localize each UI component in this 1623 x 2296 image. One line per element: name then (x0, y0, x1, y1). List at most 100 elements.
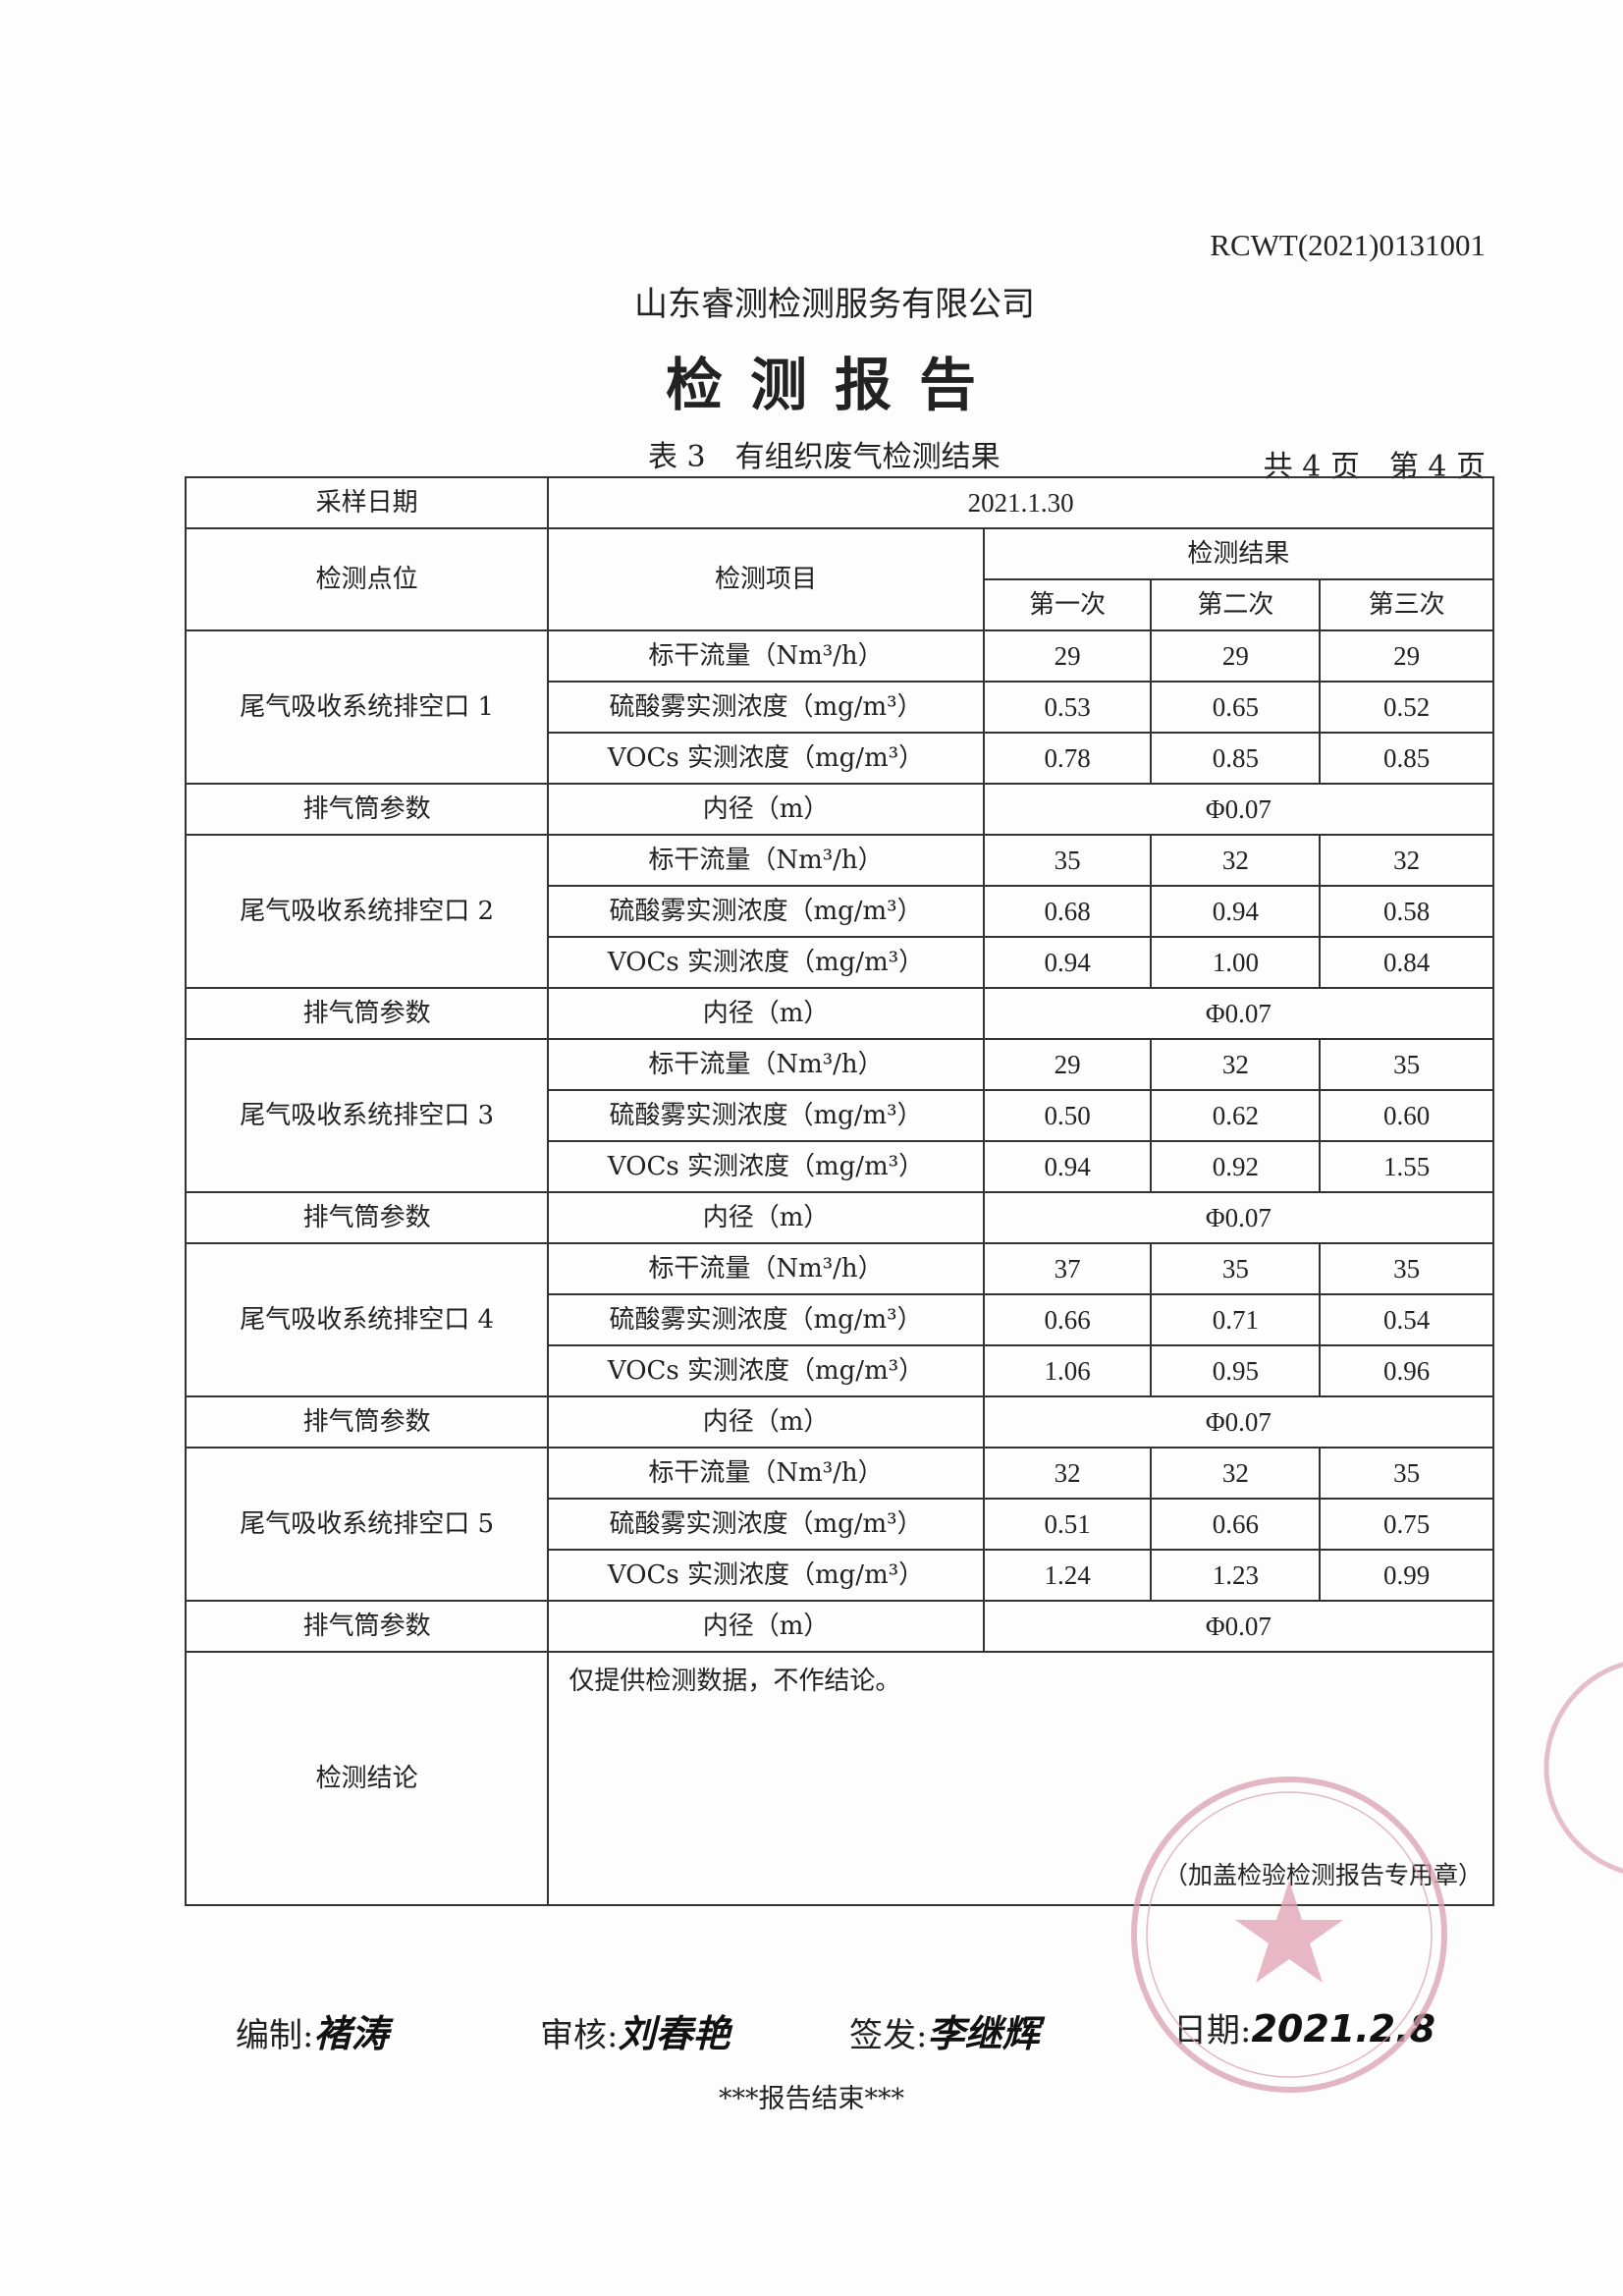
run-2-value: 0.71 (1150, 1293, 1322, 1346)
point-name: 尾气吸收系统排空口 1 (184, 629, 550, 785)
table-row: 硫酸雾实测浓度（mg/m³） 0.68 0.94 0.58 (186, 885, 1494, 938)
point-name: 尾气吸收系统排空口 3 (184, 1038, 550, 1193)
diameter-value: Φ0.07 (982, 987, 1495, 1040)
run-3-header: 第三次 (1319, 578, 1494, 631)
run-2-value: 29 (1150, 629, 1322, 683)
conclusion-label: 检测结论 (184, 1651, 550, 1906)
run-3-value: 35 (1319, 1447, 1494, 1500)
run-1-value: 0.53 (982, 681, 1153, 734)
issue-label: 签发: (849, 2016, 928, 2055)
run-3-value: 35 (1319, 1038, 1494, 1091)
issue-date: 日期:2021.2.8 (1173, 2003, 1435, 2051)
run-2-value: 35 (1150, 1242, 1322, 1295)
table-row: VOCs 实测浓度（mg/m³） 1.06 0.95 0.96 (186, 1344, 1494, 1397)
diameter-value: Φ0.07 (982, 1395, 1495, 1449)
run-2-value: 0.65 (1150, 681, 1322, 734)
item-name: 标干流量（Nm³/h） (547, 629, 985, 683)
run-2-value: 1.23 (1150, 1549, 1322, 1602)
run-1-value: 29 (982, 629, 1153, 683)
param-item: 内径（m） (547, 1191, 985, 1244)
table-row: 尾气吸收系统排空口 1 标干流量（Nm³/h） 29 29 29 (184, 629, 1494, 785)
item-name: 硫酸雾实测浓度（mg/m³） (547, 1293, 985, 1346)
run-3-value: 0.85 (1319, 732, 1494, 785)
param-item: 内径（m） (547, 1395, 985, 1449)
point-name: 尾气吸收系统排空口 2 (184, 834, 550, 989)
item-name: VOCs 实测浓度（mg/m³） (547, 936, 985, 989)
run-2-header: 第二次 (1150, 578, 1322, 631)
conclusion-cell: 仅提供检测数据，不作结论。 （加盖检验检测报告专用章） (547, 1651, 1494, 1906)
param-label: 排气筒参数 (184, 987, 550, 1040)
run-3-value: 0.99 (1319, 1549, 1494, 1602)
table-row: 硫酸雾实测浓度（mg/m³） 0.51 0.66 0.75 (186, 1498, 1494, 1551)
diameter-value: Φ0.07 (982, 1600, 1495, 1653)
item-name: VOCs 实测浓度（mg/m³） (547, 732, 985, 785)
table-row: 尾气吸收系统排空口 4 标干流量（Nm³/h） 37 35 35 (184, 1242, 1494, 1397)
stamp-note: （加盖检验检测报告专用章） (1163, 1861, 1483, 1889)
table-row: 硫酸雾实测浓度（mg/m³） 0.66 0.71 0.54 (186, 1293, 1494, 1346)
table-row: 硫酸雾实测浓度（mg/m³） 0.53 0.65 0.52 (186, 681, 1494, 734)
param-label: 排气筒参数 (184, 1600, 550, 1653)
compiled-signature: 褚涛 (313, 2012, 389, 2055)
run-2-value: 32 (1150, 1447, 1322, 1500)
run-1-value: 0.68 (982, 885, 1153, 938)
review-label: 审核: (540, 2016, 619, 2055)
table-row: VOCs 实测浓度（mg/m³） 0.78 0.85 0.85 (186, 732, 1494, 785)
item-name: 硫酸雾实测浓度（mg/m³） (547, 1498, 985, 1551)
stack-param-row: 排气筒参数 内径（m） Φ0.07 (184, 1395, 1495, 1449)
page-title: 检测报告 (665, 352, 1003, 418)
item-name: VOCs 实测浓度（mg/m³） (547, 1549, 985, 1602)
sampling-date-label: 采样日期 (184, 476, 550, 529)
param-item: 内径（m） (547, 783, 985, 836)
results-table: 采样日期 2021.1.30 检测点位 检测项目 检测结果 第一次 第二次 第三… (184, 476, 1495, 1906)
stack-param-row: 排气筒参数 内径（m） Φ0.07 (184, 1600, 1495, 1653)
param-label: 排气筒参数 (184, 783, 550, 836)
report-end: ***报告结束*** (719, 2084, 904, 2114)
review-signature: 刘春艳 (618, 2012, 730, 2055)
point-name: 尾气吸收系统排空口 5 (184, 1447, 550, 1602)
compiled-label: 编制: (236, 2016, 314, 2055)
run-1-value: 1.06 (982, 1344, 1153, 1397)
item-name: 标干流量（Nm³/h） (547, 1242, 985, 1295)
table-row: VOCs 实测浓度（mg/m³） 0.94 1.00 0.84 (186, 936, 1494, 989)
run-1-value: 35 (982, 834, 1153, 887)
run-2-value: 0.85 (1150, 732, 1322, 785)
table-row: VOCs 实测浓度（mg/m³） 1.24 1.23 0.99 (186, 1549, 1494, 1602)
item-name: 标干流量（Nm³/h） (547, 1447, 985, 1500)
table-row: 尾气吸收系统排空口 3 标干流量（Nm³/h） 29 32 35 (184, 1038, 1494, 1193)
reviewed-by: 审核:刘春艳 (540, 2003, 730, 2057)
table-row: VOCs 实测浓度（mg/m³） 0.94 0.92 1.55 (186, 1140, 1494, 1193)
col-item-header: 检测项目 (547, 527, 985, 631)
param-label: 排气筒参数 (184, 1395, 550, 1449)
company-name: 山东睿测检测服务有限公司 (634, 285, 1035, 324)
run-3-value: 32 (1319, 834, 1494, 887)
table-row: 硫酸雾实测浓度（mg/m³） 0.50 0.62 0.60 (186, 1089, 1494, 1142)
date-handwritten: 2021.2.8 (1251, 2007, 1435, 2050)
run-1-value: 0.94 (982, 936, 1153, 989)
param-item: 内径（m） (547, 987, 985, 1040)
header-row: 检测点位 检测项目 检测结果 (184, 527, 1495, 631)
run-3-value: 0.58 (1319, 885, 1494, 938)
table-caption: 表 3 有组织废气检测结果 (648, 440, 1001, 474)
point-name: 尾气吸收系统排空口 4 (184, 1242, 550, 1397)
item-name: 硫酸雾实测浓度（mg/m³） (547, 681, 985, 734)
run-2-value: 32 (1150, 834, 1322, 887)
stack-param-row: 排气筒参数 内径（m） Φ0.07 (184, 783, 1495, 836)
stack-param-row: 排气筒参数 内径（m） Φ0.07 (184, 1191, 1495, 1244)
run-1-header: 第一次 (982, 578, 1153, 631)
item-name: 硫酸雾实测浓度（mg/m³） (547, 885, 985, 938)
run-3-value: 0.75 (1319, 1498, 1494, 1551)
sampling-date-value: 2021.1.30 (547, 476, 1494, 529)
sampling-date-row: 采样日期 2021.1.30 (184, 476, 1494, 529)
issue-signature: 李继辉 (927, 2012, 1040, 2055)
diameter-value: Φ0.07 (982, 1191, 1495, 1244)
run-1-value: 0.50 (982, 1089, 1153, 1142)
run-3-value: 0.52 (1319, 681, 1494, 734)
run-1-value: 0.78 (982, 732, 1153, 785)
compiled-by: 编制:褚涛 (236, 2003, 388, 2057)
run-1-value: 0.94 (982, 1140, 1153, 1193)
run-2-value: 0.95 (1150, 1344, 1322, 1397)
conclusion-text: 仅提供检测数据，不作结论。 (568, 1667, 901, 1696)
runs-header-row: 第一次 第二次 第三次 (186, 578, 1494, 631)
partial-seal (1543, 1662, 1623, 1874)
run-2-value: 0.92 (1150, 1140, 1322, 1193)
